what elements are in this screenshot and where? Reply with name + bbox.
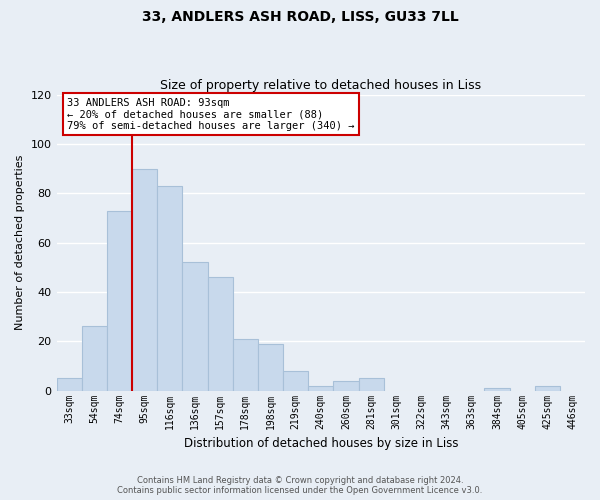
Bar — [82, 326, 107, 390]
Text: Contains HM Land Registry data © Crown copyright and database right 2024.
Contai: Contains HM Land Registry data © Crown c… — [118, 476, 482, 495]
Bar — [132, 168, 157, 390]
Bar — [258, 344, 283, 391]
Text: 33, ANDLERS ASH ROAD, LISS, GU33 7LL: 33, ANDLERS ASH ROAD, LISS, GU33 7LL — [142, 10, 458, 24]
Bar — [283, 371, 308, 390]
Text: 33 ANDLERS ASH ROAD: 93sqm
← 20% of detached houses are smaller (88)
79% of semi: 33 ANDLERS ASH ROAD: 93sqm ← 20% of deta… — [67, 98, 355, 130]
Bar — [56, 378, 82, 390]
X-axis label: Distribution of detached houses by size in Liss: Distribution of detached houses by size … — [184, 437, 458, 450]
Bar — [182, 262, 208, 390]
Bar — [208, 277, 233, 390]
Bar — [359, 378, 383, 390]
Bar — [308, 386, 334, 390]
Bar — [107, 210, 132, 390]
Bar — [535, 386, 560, 390]
Bar — [334, 381, 359, 390]
Bar — [157, 186, 182, 390]
Bar — [233, 339, 258, 390]
Title: Size of property relative to detached houses in Liss: Size of property relative to detached ho… — [160, 79, 481, 92]
Bar — [484, 388, 509, 390]
Y-axis label: Number of detached properties: Number of detached properties — [15, 155, 25, 330]
